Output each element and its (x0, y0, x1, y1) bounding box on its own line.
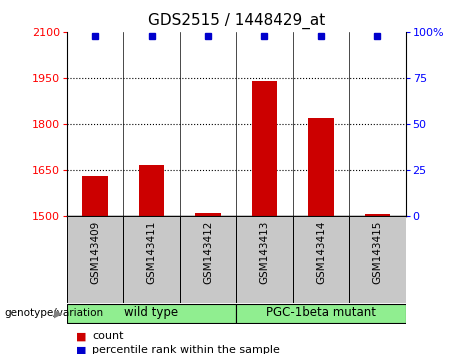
Text: count: count (92, 331, 124, 341)
Title: GDS2515 / 1448429_at: GDS2515 / 1448429_at (148, 13, 325, 29)
Text: GSM143414: GSM143414 (316, 220, 326, 284)
Text: ■: ■ (76, 331, 87, 341)
Text: ▶: ▶ (54, 308, 62, 318)
Bar (180, 216, 236, 303)
Bar (83, 176, 108, 216)
Bar (293, 216, 349, 303)
Text: GSM143415: GSM143415 (372, 220, 383, 284)
Bar (252, 81, 277, 216)
Bar (308, 118, 334, 216)
Bar (139, 165, 164, 216)
Text: percentile rank within the sample: percentile rank within the sample (92, 346, 280, 354)
Text: wild type: wild type (124, 306, 178, 319)
Text: ■: ■ (76, 346, 87, 354)
Text: GSM143412: GSM143412 (203, 220, 213, 284)
Text: genotype/variation: genotype/variation (5, 308, 104, 318)
Text: GSM143411: GSM143411 (147, 220, 157, 284)
Bar (195, 213, 221, 216)
Bar (236, 304, 406, 323)
Bar (67, 216, 123, 303)
Text: GSM143409: GSM143409 (90, 220, 100, 284)
Bar (123, 216, 180, 303)
Bar (349, 216, 406, 303)
Bar (365, 215, 390, 216)
Bar (67, 304, 236, 323)
Bar (236, 216, 293, 303)
Text: PGC-1beta mutant: PGC-1beta mutant (266, 306, 376, 319)
Text: GSM143413: GSM143413 (260, 220, 270, 284)
